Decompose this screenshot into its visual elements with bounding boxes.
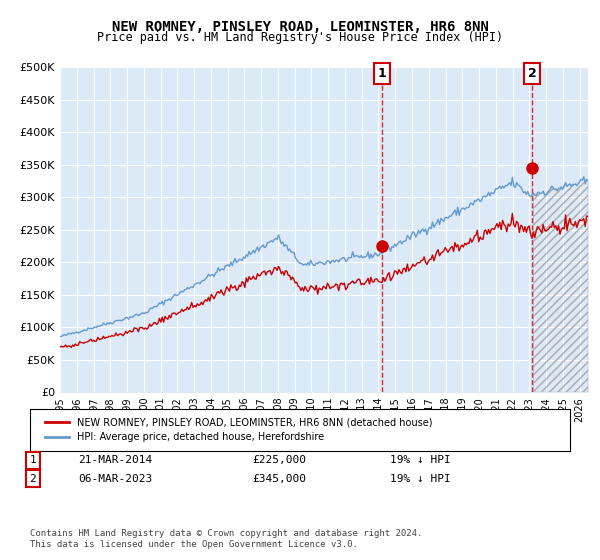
- Text: 1: 1: [29, 455, 37, 465]
- Text: 21-MAR-2014: 21-MAR-2014: [78, 455, 152, 465]
- Text: 06-MAR-2023: 06-MAR-2023: [78, 474, 152, 484]
- Text: £345,000: £345,000: [252, 474, 306, 484]
- Text: NEW ROMNEY, PINSLEY ROAD, LEOMINSTER, HR6 8NN: NEW ROMNEY, PINSLEY ROAD, LEOMINSTER, HR…: [112, 20, 488, 34]
- Legend: NEW ROMNEY, PINSLEY ROAD, LEOMINSTER, HR6 8NN (detached house), HPI: Average pri: NEW ROMNEY, PINSLEY ROAD, LEOMINSTER, HR…: [40, 413, 437, 447]
- Text: 19% ↓ HPI: 19% ↓ HPI: [390, 474, 451, 484]
- Text: 2: 2: [29, 474, 37, 484]
- Text: 1: 1: [378, 67, 386, 80]
- Text: Contains HM Land Registry data © Crown copyright and database right 2024.
This d: Contains HM Land Registry data © Crown c…: [30, 529, 422, 549]
- Text: Price paid vs. HM Land Registry's House Price Index (HPI): Price paid vs. HM Land Registry's House …: [97, 31, 503, 44]
- Text: £225,000: £225,000: [252, 455, 306, 465]
- Text: 19% ↓ HPI: 19% ↓ HPI: [390, 455, 451, 465]
- Text: 2: 2: [528, 67, 537, 80]
